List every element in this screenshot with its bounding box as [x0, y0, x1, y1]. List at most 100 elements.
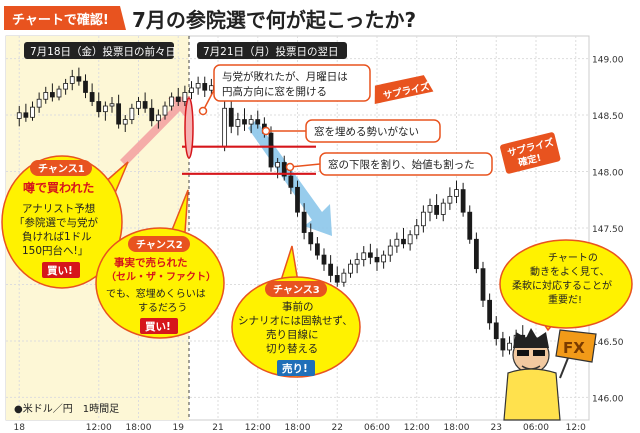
- candle: [242, 108, 247, 131]
- candle: [427, 198, 433, 222]
- candle-body: [49, 92, 55, 98]
- candle-body: [381, 254, 387, 263]
- y-tick-label: 146.00: [592, 394, 624, 404]
- chance1-title: 噂で買われた: [23, 180, 94, 195]
- candle-body: [467, 211, 473, 240]
- candle: [175, 87, 181, 107]
- break-box: [319, 152, 493, 176]
- candle-body: [69, 76, 75, 84]
- candle: [255, 110, 261, 129]
- candle-body: [76, 76, 82, 82]
- candle-body: [122, 119, 128, 125]
- candle-body: [348, 263, 353, 274]
- candle-body: [387, 245, 393, 256]
- candle: [102, 101, 108, 121]
- right-panel-label-bg: [197, 42, 347, 59]
- candle: [116, 94, 122, 129]
- character-illustration: FX: [503, 328, 597, 421]
- candle: [169, 92, 175, 111]
- chance2-action: 買い!: [145, 321, 171, 333]
- candle: [314, 237, 320, 260]
- chance2-line-2: するだろう: [138, 302, 187, 314]
- candle-body: [420, 211, 426, 227]
- candle-body: [162, 105, 168, 116]
- right-panel-label: 7月21日（月）投票日の翌日: [203, 45, 339, 58]
- candle: [281, 155, 287, 181]
- candle-body: [288, 175, 294, 188]
- candle: [162, 101, 168, 120]
- x-tick-label: 18:00: [444, 423, 470, 433]
- candle: [228, 101, 234, 134]
- candle: [440, 198, 446, 222]
- chance2-bg: [95, 227, 225, 339]
- header-badge: チャートで確認!: [12, 12, 109, 28]
- candle: [268, 126, 274, 172]
- candle: [142, 92, 148, 113]
- candle-body: [23, 112, 29, 118]
- chance3-tag-bg: [265, 281, 327, 297]
- candle-body: [149, 107, 155, 122]
- y-tick-label: 149.00: [592, 56, 624, 66]
- candle: [301, 203, 307, 240]
- candle: [222, 101, 228, 152]
- candle-body: [507, 342, 512, 351]
- chance1-line-1: アナリスト予想: [22, 202, 95, 215]
- chance2-line-1: でも、窓埋めくらいは: [106, 287, 206, 300]
- candle: [122, 115, 128, 132]
- candle-body: [169, 96, 175, 107]
- candle-body: [202, 83, 208, 91]
- candle-body: [454, 189, 459, 197]
- candle-body: [208, 85, 214, 91]
- surprise-line-2: 円高方向に窓を開ける: [222, 85, 327, 98]
- candle-body: [401, 238, 406, 245]
- candle: [30, 101, 35, 121]
- candle: [328, 255, 334, 283]
- candle: [341, 268, 347, 287]
- gap-fill-text: 窓を埋める勢いがない: [314, 125, 419, 138]
- gap-ellipse: [184, 97, 194, 159]
- header: チャートで確認! 7月の参院選で何が起こったか?: [4, 6, 416, 32]
- candle-body: [275, 162, 281, 168]
- candle: [460, 182, 466, 217]
- candle: [480, 261, 486, 308]
- candle-body: [56, 88, 62, 98]
- candle: [387, 239, 393, 262]
- candle: [195, 76, 201, 95]
- candle: [43, 86, 49, 104]
- candle: [83, 74, 88, 99]
- candle: [89, 83, 95, 107]
- surprise2-tag-line-2: 確定!: [517, 152, 543, 169]
- candle: [401, 228, 406, 249]
- candle: [23, 103, 29, 122]
- candle: [467, 205, 473, 244]
- break-pointer: [289, 163, 321, 168]
- chance3-bubble: チャンス3 事前の シナリオには固執せず、 売り目線に 切り替える 売り!: [231, 245, 361, 378]
- candle: [308, 223, 314, 251]
- candle-body: [175, 96, 181, 102]
- candle: [414, 218, 420, 240]
- x-tick-label: 12:00: [86, 423, 112, 433]
- surprise-callout: 与党が敗れたが、月曜日は 円高方向に窓を開ける サプライズ: [198, 64, 434, 116]
- x-tick-label: 18:00: [285, 423, 311, 433]
- chance3-tag: チャンス3: [273, 284, 320, 296]
- candle-body: [255, 119, 261, 125]
- candle-body: [109, 103, 115, 107]
- header-badge-bg: [4, 6, 126, 30]
- surprise-tag-bg: [374, 75, 434, 105]
- surprise-dot: [198, 106, 208, 116]
- candle-body: [394, 238, 400, 247]
- candle: [361, 246, 367, 267]
- candle-body: [447, 195, 453, 204]
- candle-body: [16, 112, 22, 119]
- footer-legend: ●米ドル／円 1時間足: [14, 402, 119, 415]
- break-dot: [285, 162, 295, 172]
- candle: [202, 76, 208, 97]
- candle-body: [314, 243, 320, 256]
- candle: [182, 85, 188, 107]
- candle: [36, 92, 42, 113]
- y-tick-label: 146.50: [592, 338, 624, 348]
- candle: [500, 331, 506, 357]
- candle-body: [334, 275, 340, 283]
- candle: [235, 112, 241, 136]
- candle-body: [473, 238, 479, 270]
